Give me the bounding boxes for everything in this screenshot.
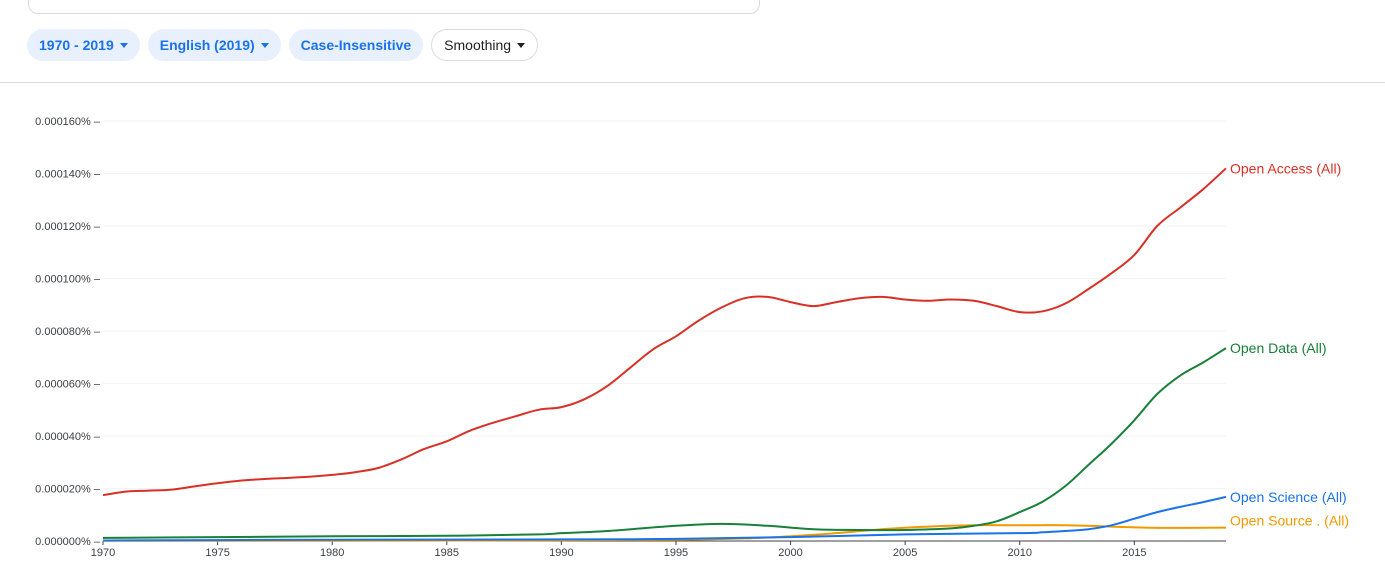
series-label: Open Data (All) xyxy=(1230,340,1326,356)
corpus-dropdown[interactable]: English (2019) xyxy=(147,29,281,61)
chart-series xyxy=(102,167,1227,542)
y-tick-label: 0.000080% – xyxy=(35,326,101,338)
series-line[interactable] xyxy=(102,167,1227,497)
x-tick-label: 1995 xyxy=(664,547,688,559)
series-label: Open Source . (All) xyxy=(1230,513,1349,529)
smoothing-dropdown[interactable]: Smoothing xyxy=(431,29,539,61)
x-tick-label: 1990 xyxy=(549,547,573,559)
series-line[interactable] xyxy=(102,495,1227,542)
year-range-label: 1970 - 2019 xyxy=(39,37,114,53)
chevron-down-icon xyxy=(517,42,526,48)
divider xyxy=(0,82,1385,83)
smoothing-label: Smoothing xyxy=(444,37,512,53)
x-tick-label: 1975 xyxy=(205,547,229,559)
series-line[interactable] xyxy=(102,347,1227,539)
y-tick-label: 0.000020% – xyxy=(35,484,101,496)
x-tick-label: 1970 xyxy=(91,547,115,559)
x-tick-label: 2005 xyxy=(893,547,917,559)
y-tick-label: 0.000100% – xyxy=(35,274,101,286)
series-label: Open Science (All) xyxy=(1230,489,1347,505)
y-axis: 0.000000% – 0.000020% – 0.000040% – 0.00006… xyxy=(35,116,101,548)
filter-bar: 1970 - 2019 English (2019) Case-Insensit… xyxy=(27,29,539,61)
y-tick-label: 0.000000% – xyxy=(35,536,101,548)
y-tick-label: 0.000120% – xyxy=(35,221,101,233)
search-box[interactable] xyxy=(28,0,760,14)
chart-grid xyxy=(103,120,1226,489)
corpus-label: English (2019) xyxy=(159,37,255,53)
chevron-down-icon xyxy=(119,42,128,48)
y-tick-label: 0.000160% – xyxy=(35,116,101,128)
x-tick-label: 2010 xyxy=(1007,547,1031,559)
series-labels: Open Access (All) Open Data (All) Open Sci… xyxy=(1230,160,1349,528)
y-tick-label: 0.000040% – xyxy=(35,431,101,443)
x-axis: 1970 1975 1980 1985 1990 1995 2000 2005 2010 2015 xyxy=(91,540,1226,559)
x-tick-label: 1980 xyxy=(320,547,344,559)
series-label: Open Access (All) xyxy=(1230,160,1341,176)
year-range-dropdown[interactable]: 1970 - 2019 xyxy=(27,29,140,61)
y-tick-label: 0.000060% – xyxy=(35,379,101,391)
case-label: Case-Insensitive xyxy=(300,37,412,53)
y-tick-label: 0.000140% – xyxy=(35,169,101,181)
chevron-down-icon xyxy=(260,42,269,48)
x-tick-label: 2015 xyxy=(1122,547,1146,559)
case-insensitive-toggle[interactable]: Case-Insensitive xyxy=(288,29,424,61)
x-tick-label: 2000 xyxy=(778,547,802,559)
x-tick-label: 1985 xyxy=(435,547,459,559)
